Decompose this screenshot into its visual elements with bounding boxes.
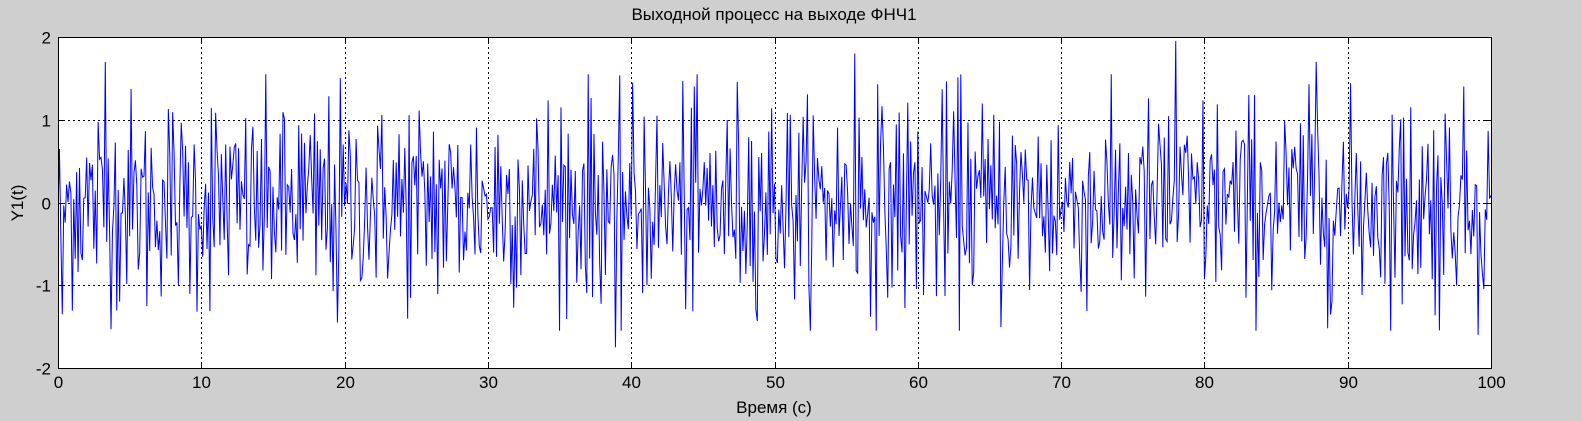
x-axis-label: Время (с) — [736, 398, 812, 417]
x-tick-label: 0 — [54, 373, 63, 392]
y-tick-label: -1 — [36, 277, 51, 296]
y-tick-label: -2 — [36, 360, 51, 379]
x-tick-label: 10 — [192, 373, 211, 392]
y-axis-label: Y1(t) — [8, 185, 27, 222]
x-tick-label: 30 — [479, 373, 498, 392]
x-tick-label: 60 — [909, 373, 928, 392]
y-tick-label: 0 — [42, 195, 51, 214]
y-axis: -2 -1 0 1 2 — [36, 29, 1491, 379]
y-tick-label: 2 — [42, 29, 51, 48]
x-tick-label: 40 — [622, 373, 641, 392]
x-tick-label: 90 — [1339, 373, 1358, 392]
y-tick-label: 1 — [42, 112, 51, 131]
x-tick-label: 100 — [1477, 373, 1505, 392]
x-tick-label: 70 — [1052, 373, 1071, 392]
chart-title: Выходной процесс на выходе ФНЧ1 — [631, 5, 916, 24]
x-tick-label: 20 — [336, 373, 355, 392]
x-tick-label: 80 — [1195, 373, 1214, 392]
x-tick-label: 50 — [766, 373, 785, 392]
series-line — [58, 41, 1491, 348]
x-axis: 0 10 20 30 40 50 60 70 80 90 100 — [54, 37, 1506, 392]
